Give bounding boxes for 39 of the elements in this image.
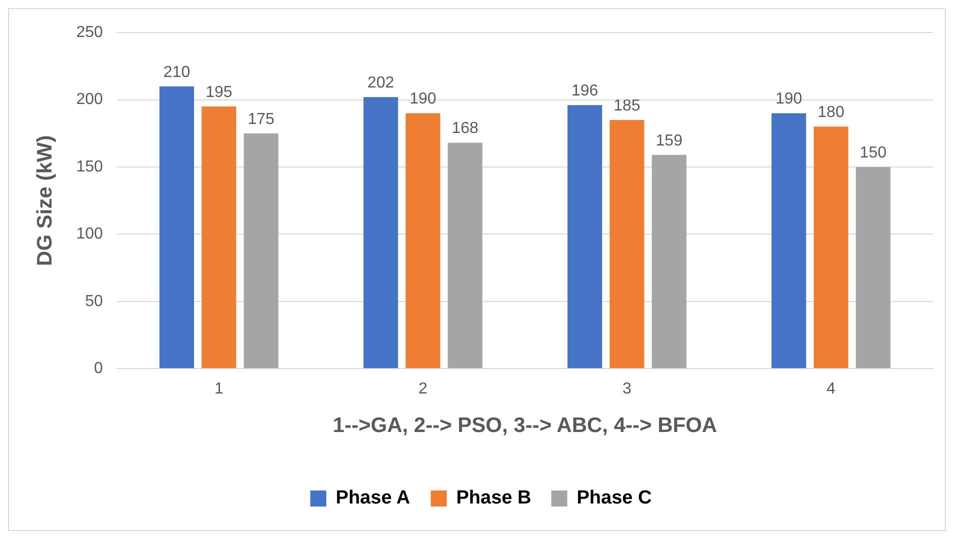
- x-tick-label: 1: [214, 380, 224, 398]
- data-label: 159: [656, 132, 683, 150]
- x-tick-label: 3: [622, 380, 632, 398]
- bar: [772, 113, 806, 368]
- bar: [244, 133, 278, 368]
- data-label: 210: [163, 64, 190, 81]
- bar: [448, 142, 482, 368]
- y-tick-label: 100: [76, 226, 103, 243]
- x-axis-title: 1-->GA, 2--> PSO, 3--> ABC, 4--> BFOA: [332, 414, 718, 438]
- bar: [406, 113, 440, 368]
- data-label: 168: [452, 120, 479, 138]
- data-label: 202: [367, 74, 394, 92]
- data-label: 175: [248, 110, 275, 128]
- data-label: 196: [571, 82, 598, 100]
- legend-label: Phase C: [576, 488, 652, 509]
- bar: [159, 86, 194, 368]
- y-axis-title: DG Size (kW): [33, 135, 56, 266]
- bar: [814, 126, 848, 368]
- data-label: 150: [860, 144, 887, 162]
- y-tick-label: 50: [85, 292, 103, 310]
- x-tick-label: 4: [826, 380, 836, 398]
- bar: [856, 167, 890, 368]
- data-label: 190: [410, 90, 436, 108]
- legend-label: Phase A: [336, 488, 410, 509]
- bar: [652, 154, 686, 368]
- x-tick-label: 2: [418, 380, 428, 398]
- y-tick-label: 250: [76, 24, 103, 42]
- bar: [202, 106, 236, 368]
- data-label: 180: [818, 104, 844, 122]
- legend-label: Phase B: [456, 488, 532, 509]
- bar: [363, 97, 398, 368]
- y-tick-label: 200: [76, 91, 103, 108]
- y-tick-label: 0: [94, 360, 103, 378]
- bar: [568, 105, 602, 368]
- bar: [610, 120, 644, 368]
- y-tick-label: 150: [76, 158, 103, 176]
- data-label: 190: [775, 90, 802, 108]
- data-label: 195: [206, 84, 232, 101]
- data-label: 185: [614, 97, 640, 114]
